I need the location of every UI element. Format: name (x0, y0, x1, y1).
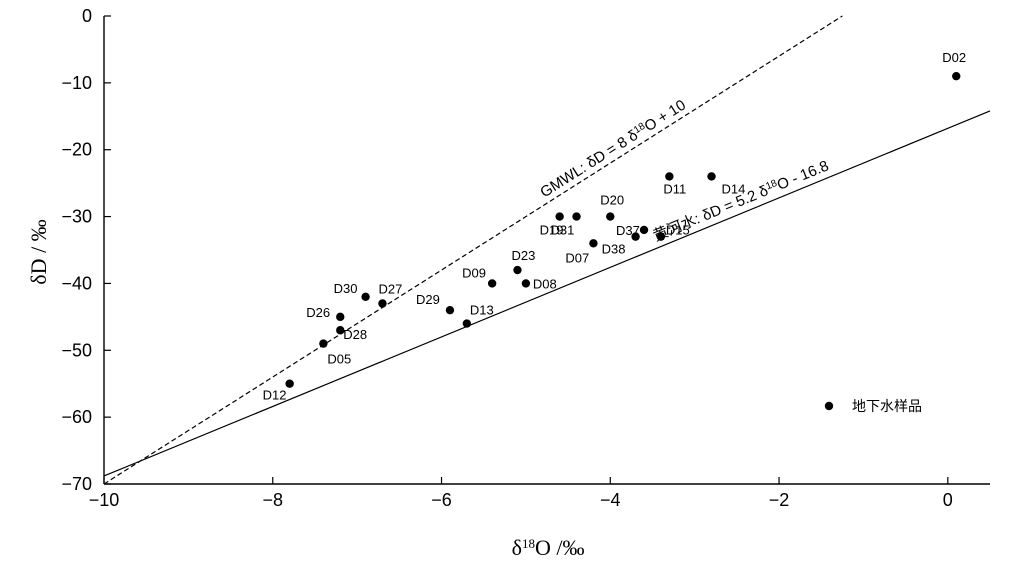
y-tick-label: −60 (61, 407, 92, 427)
data-point (639, 225, 649, 235)
point-label: D15 (666, 223, 690, 238)
data-point (361, 292, 370, 301)
legend-marker (824, 401, 834, 411)
point-label: D29 (416, 292, 440, 307)
data-point (336, 326, 345, 335)
legend-label: 地下水样品 (852, 398, 922, 414)
point-label: D14 (722, 181, 746, 196)
data-point (285, 379, 294, 388)
data-point (555, 212, 564, 221)
y-tick-label: −30 (61, 207, 92, 227)
gmwl-line (103, 15, 843, 485)
data-point (521, 279, 531, 288)
data-point (336, 312, 345, 322)
point-label: D28 (343, 327, 367, 342)
point-label: D30 (334, 281, 358, 296)
point-label: D31 (551, 223, 575, 238)
data-point (462, 319, 472, 328)
point-label: D08 (533, 276, 557, 291)
y-tick-label: −70 (61, 474, 92, 494)
point-label: D02 (942, 50, 966, 65)
x-tick-label: −4 (600, 490, 621, 510)
point-label: D26 (306, 305, 330, 320)
data-point (589, 239, 598, 248)
x-axis-title: δ18O /‰ (512, 535, 585, 560)
y-tick-label: −10 (61, 73, 92, 93)
data-point (606, 212, 615, 221)
legend: 地下水样品 (824, 398, 922, 414)
data-point (319, 339, 328, 348)
point-label: D37 (616, 223, 640, 238)
x-tick-label: −6 (431, 490, 452, 510)
data-point (513, 265, 522, 275)
point-label: D07 (565, 250, 589, 265)
data-point (665, 172, 674, 181)
axes: −10 −8 −6 −4 −2 00−10−20−30−40−50−60−70 (61, 6, 990, 510)
point-label: D13 (470, 303, 494, 318)
point-label: D23 (511, 248, 535, 263)
data-point (487, 279, 497, 288)
point-label: D12 (263, 388, 287, 403)
x-tick-label: 0 (943, 490, 953, 510)
y-tick-label: 0 (82, 6, 92, 26)
data-point (631, 232, 640, 241)
point-label: D09 (462, 265, 486, 280)
point-label: D11 (663, 181, 686, 196)
y-tick-label: −40 (61, 273, 92, 293)
x-tick-label: −10 (89, 490, 120, 510)
point-label: D38 (602, 242, 626, 257)
x-tick-label: −2 (769, 490, 790, 510)
data-point (378, 299, 387, 308)
data-point (445, 305, 455, 315)
x-tick-label: −8 (262, 490, 283, 510)
data-points (285, 71, 961, 388)
y-tick-label: −50 (61, 340, 92, 360)
y-axis-title: δD / ‰ (26, 219, 51, 284)
point-label: D19 (540, 223, 564, 238)
data-point (707, 172, 716, 181)
point-label: D05 (327, 352, 351, 367)
data-point (656, 232, 666, 241)
yellow-river-line (103, 110, 991, 477)
point-label: D27 (378, 281, 402, 296)
data-point (952, 71, 961, 81)
point-label: D20 (600, 193, 624, 208)
y-tick-label: −20 (61, 140, 92, 160)
data-point (572, 212, 581, 221)
